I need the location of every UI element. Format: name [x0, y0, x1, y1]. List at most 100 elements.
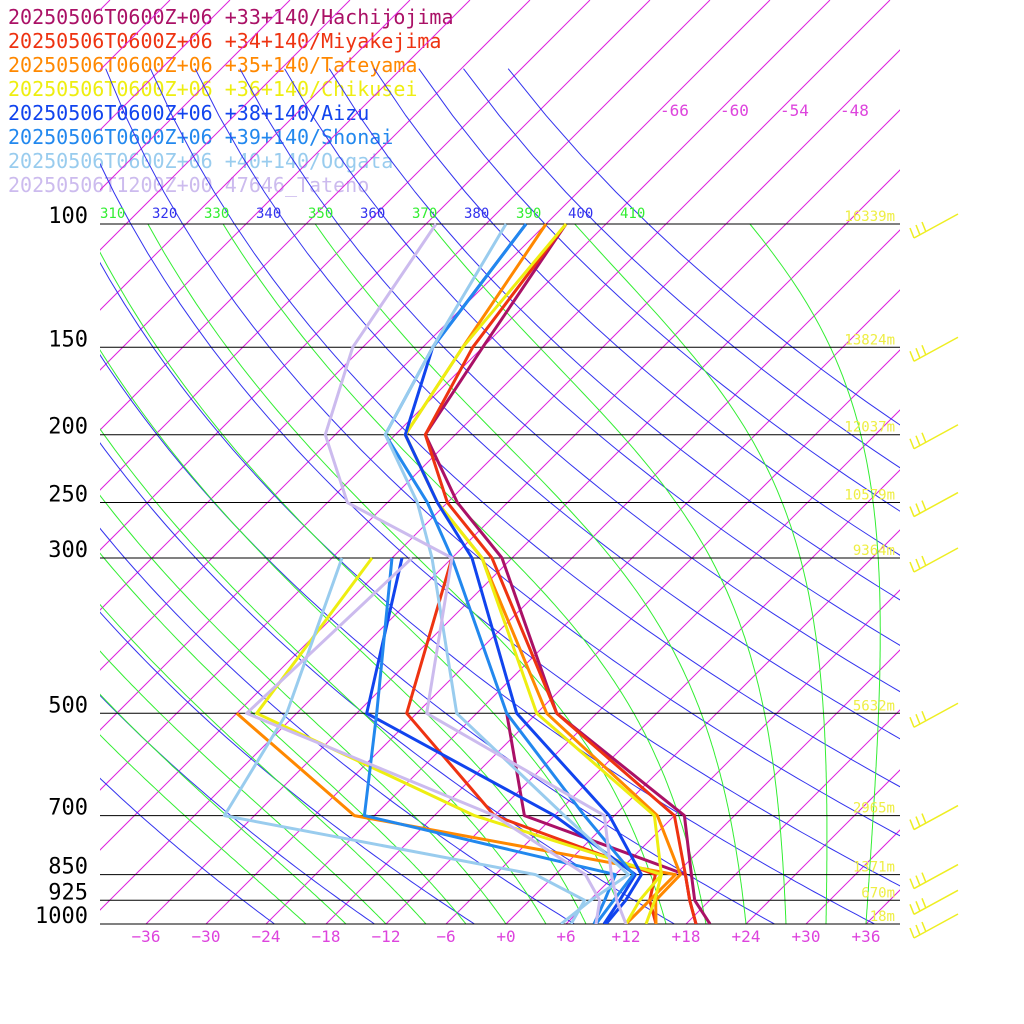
temperature-tick-label: +36 — [852, 927, 881, 946]
barb-staff — [913, 424, 959, 450]
upper-isotherm-label: -60 — [720, 101, 749, 120]
barb-flag — [921, 500, 927, 511]
legend-entry-tateyama: 20250506T0600Z+06 +35+140/Tateyama — [8, 53, 418, 77]
isotherm-line — [365, 0, 591, 225]
temperature-profile-1 — [423, 223, 698, 924]
wind-barb — [909, 336, 959, 362]
isotherm-line — [265, 289, 900, 924]
isotherm-line — [100, 223, 487, 611]
barb-flag — [909, 506, 915, 517]
pressure-tick-label: 925 — [48, 880, 88, 905]
legend-entry-miyakejima: 20250506T0600Z+06 +34+140/Miyakejima — [8, 29, 442, 53]
barb-flag — [921, 813, 927, 824]
isotherm-line — [100, 223, 247, 371]
isotherm-line — [185, 0, 411, 225]
isotherm-line — [865, 889, 900, 924]
isotherm-line — [906, 0, 1024, 224]
pressure-tick-label: 100 — [48, 204, 88, 229]
height-label: 5632m — [853, 698, 895, 714]
upper-isotherm-label: -54 — [780, 101, 809, 120]
isotherm-line — [785, 109, 900, 225]
pressure-tick-label: 200 — [48, 415, 88, 440]
theta-label: 370 — [412, 206, 437, 222]
isotherm-line — [565, 589, 900, 924]
wind-barb — [909, 702, 959, 728]
barb-flag — [915, 435, 921, 446]
isotherm-line — [100, 223, 307, 431]
dry-adiabat-line — [149, 68, 900, 788]
axis-labels: 310 320 330 340 350 360 370 380 390 400 410 -66 -60 -… — [35, 101, 895, 946]
barb-staff — [913, 889, 959, 915]
isotherm-line — [100, 223, 667, 791]
barb-flag — [909, 350, 915, 362]
pressure-tick-label: 250 — [48, 483, 88, 508]
wind-barbs — [909, 213, 959, 939]
height-label: 18m — [870, 909, 895, 925]
barb-flag — [909, 717, 915, 728]
dewpoint-profile-6 — [222, 557, 587, 924]
isotherm-line — [685, 709, 900, 924]
temperature-profile-4 — [403, 223, 643, 924]
pressure-tick-label: 150 — [48, 327, 88, 352]
pressure-tick-label: 700 — [48, 796, 88, 821]
height-label: 10579m — [844, 488, 895, 504]
temperature-tick-label: −6 — [436, 927, 455, 946]
height-label: 1371m — [853, 860, 895, 876]
temperature-tick-label: −36 — [132, 927, 161, 946]
isotherm-line — [665, 0, 891, 225]
moist-adiabat-line — [100, 734, 307, 924]
barb-flag — [915, 503, 921, 514]
isotherm-line — [625, 649, 900, 924]
barb-flag — [909, 438, 915, 449]
isotherm-line — [205, 229, 900, 924]
isotherm-line — [100, 223, 547, 671]
barb-flag — [921, 344, 927, 356]
height-label: 12037m — [844, 420, 895, 436]
barb-staff — [913, 804, 959, 831]
dry-adiabat-line — [100, 611, 476, 924]
isotherm-line — [485, 0, 711, 225]
isotherm-line — [0, 0, 50, 224]
isotherm-line — [545, 0, 771, 225]
isotherm-line — [986, 224, 1024, 924]
legend-entry-chikusei: 20250506T0600Z+06 +36+140/Chikusei — [8, 77, 418, 101]
dry-adiabat-line — [100, 527, 576, 924]
moist-adiabat-line — [100, 251, 627, 924]
barb-flag — [909, 561, 915, 573]
theta-label: 360 — [360, 206, 385, 222]
wind-barb — [909, 913, 959, 939]
isotherm-line — [425, 0, 651, 225]
isotherm-line — [100, 0, 231, 131]
theta-label: 340 — [256, 206, 281, 222]
dewpoint-profile-7 — [245, 556, 602, 924]
barb-staff — [913, 547, 959, 573]
pressure-tick-label: 500 — [48, 693, 88, 718]
legend-entry-aizu: 20250506T0600Z+06 +38+140/Aizu — [8, 101, 370, 125]
theta-label: 350 — [308, 206, 333, 222]
barb-flag — [921, 711, 927, 722]
dewpoint-profile-5 — [362, 557, 617, 924]
barb-staff — [913, 491, 959, 518]
height-label: 670m — [861, 885, 895, 901]
barb-flag — [915, 875, 921, 886]
theta-label: 320 — [152, 206, 177, 222]
barb-flag — [921, 898, 927, 909]
temperature-tick-label: −24 — [252, 927, 281, 946]
barb-staff — [913, 336, 959, 362]
background-lines — [0, 0, 1024, 924]
isotherm-line — [385, 409, 900, 924]
isotherm-line — [966, 0, 1024, 224]
temperature-profile-7 — [323, 223, 628, 924]
isotherm-line — [805, 829, 900, 924]
dry-adiabat-line — [100, 777, 276, 924]
isotherm-line — [445, 469, 900, 924]
height-label: 16339m — [844, 209, 895, 225]
isotherm-line — [745, 769, 900, 924]
isotherm-line — [100, 223, 607, 731]
temperature-tick-label: +12 — [612, 927, 641, 946]
isotherm-line — [305, 0, 531, 225]
barb-flag — [915, 714, 921, 725]
barb-flag — [921, 872, 927, 883]
dry-adiabat-line — [328, 68, 900, 601]
